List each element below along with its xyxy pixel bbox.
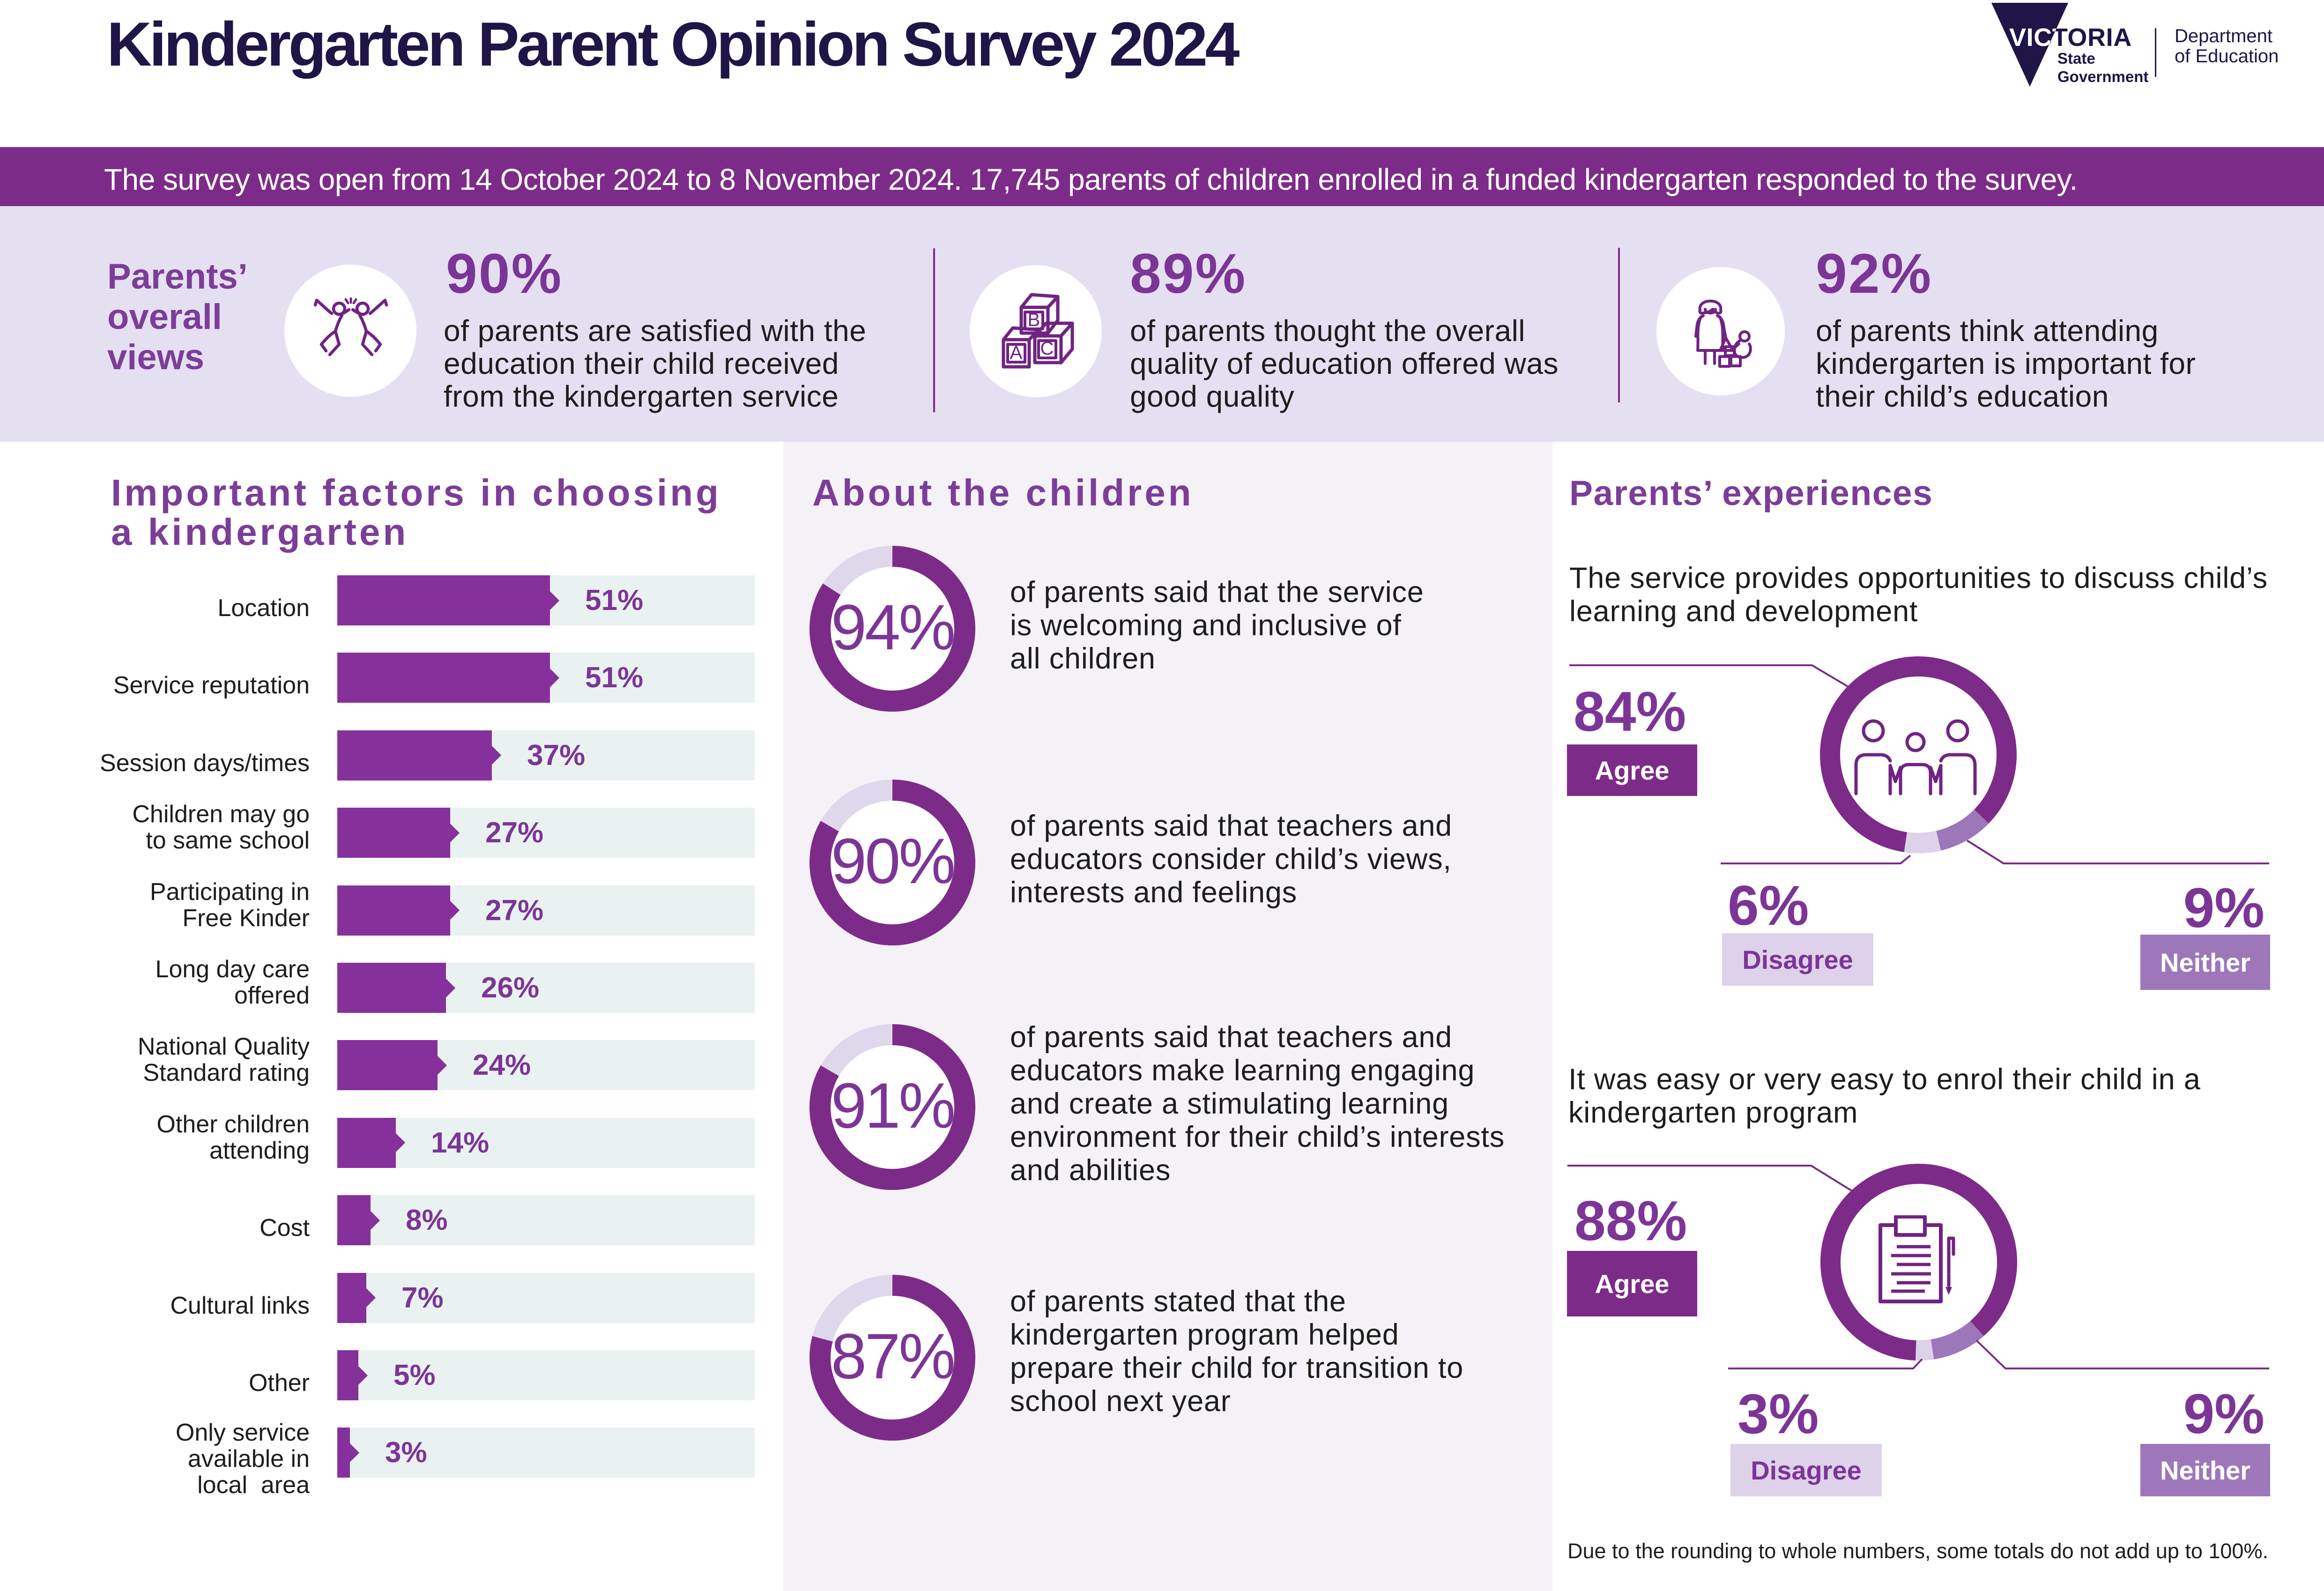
svg-text:B: B <box>1028 310 1040 330</box>
svg-text:C: C <box>1040 338 1054 359</box>
svg-text:Government: Government <box>2057 68 2148 85</box>
svg-text:Department: Department <box>2175 26 2272 46</box>
svg-text:State: State <box>2057 50 2095 67</box>
svg-text:of Education: of Education <box>2175 46 2279 67</box>
svg-text:VICTORIA: VICTORIA <box>2009 23 2132 52</box>
svg-text:A: A <box>1010 342 1023 363</box>
